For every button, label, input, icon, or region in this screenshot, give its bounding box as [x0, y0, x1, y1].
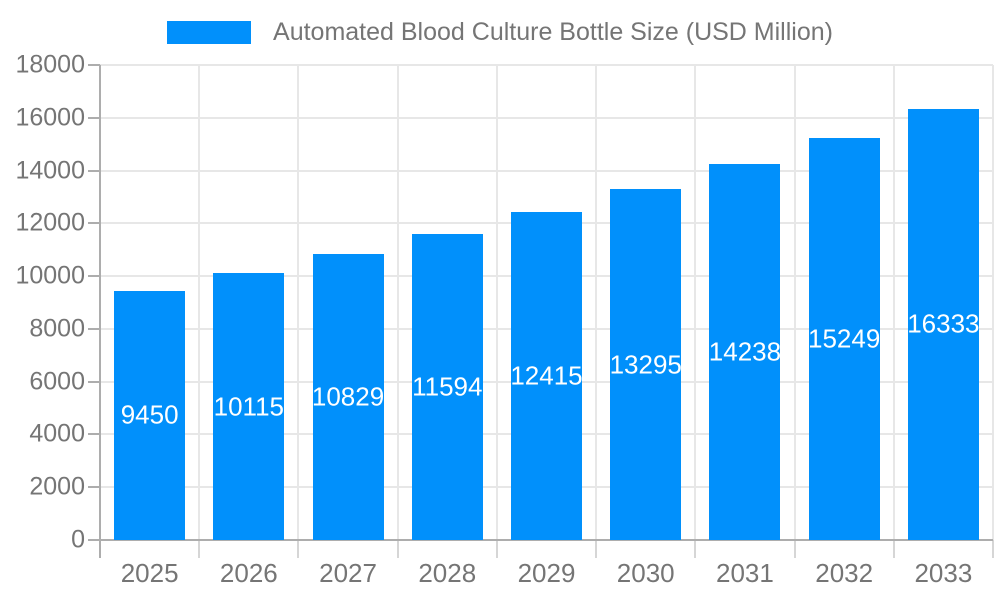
gridline-horizontal [100, 169, 993, 172]
y-axis-tick [88, 380, 100, 383]
gridline-vertical [595, 65, 598, 540]
gridline-horizontal [100, 116, 993, 119]
y-axis-label: 4000 [29, 419, 85, 448]
bar[interactable] [313, 254, 384, 540]
x-axis-label: 2033 [914, 558, 973, 588]
y-axis-label: 8000 [29, 314, 85, 343]
legend-swatch-icon [167, 21, 252, 44]
y-axis-label: 2000 [29, 472, 85, 501]
x-axis-label: 2028 [418, 558, 477, 588]
x-axis-label: 2027 [319, 558, 377, 588]
bar-value-label: 12415 [510, 360, 583, 391]
bar[interactable] [610, 189, 681, 540]
y-axis-label: 18000 [15, 50, 85, 79]
x-axis-tick [793, 540, 796, 558]
gridline-vertical [992, 65, 994, 540]
gridline-vertical [694, 65, 697, 540]
x-axis-tick [297, 540, 300, 558]
x-axis-label: 2026 [219, 558, 278, 588]
y-axis-tick [88, 64, 100, 66]
x-axis-tick [892, 540, 895, 558]
bar-value-label: 10115 [213, 391, 285, 422]
bar[interactable] [114, 290, 185, 540]
x-axis-label: 2031 [716, 558, 774, 588]
legend[interactable]: Automated Blood Culture Bottle Size (USD… [0, 18, 1000, 47]
y-axis-tick [88, 275, 100, 278]
x-axis-tick [198, 540, 201, 558]
y-axis-label: 14000 [15, 156, 85, 185]
x-axis-tick [694, 540, 697, 558]
bar[interactable] [709, 164, 780, 540]
x-axis-label: 2032 [815, 558, 874, 588]
bar-value-label: 15249 [808, 323, 881, 354]
bar-value-label: 11594 [412, 371, 483, 402]
x-axis-tick [595, 540, 598, 558]
gridline-vertical [297, 65, 300, 540]
bar[interactable] [412, 234, 483, 540]
bar[interactable] [511, 212, 582, 540]
gridline-vertical [892, 65, 895, 540]
bar-value-label: 16333 [907, 308, 980, 339]
y-axis-line [99, 65, 101, 558]
y-axis-tick [88, 222, 100, 225]
gridline-vertical [198, 65, 201, 540]
gridline-vertical [793, 65, 796, 540]
y-axis-tick [88, 169, 100, 172]
bar-value-label: 13295 [609, 349, 682, 380]
gridline-vertical [495, 65, 498, 540]
bar-value-label: 10829 [311, 381, 385, 412]
gridline-vertical [396, 65, 399, 540]
y-axis-label: 12000 [15, 208, 85, 237]
bar[interactable] [809, 137, 880, 540]
y-axis-label: 10000 [15, 261, 85, 290]
bar-value-label: 9450 [120, 399, 179, 430]
y-axis-tick [88, 116, 100, 119]
y-axis-label: 0 [71, 525, 85, 554]
x-axis-label: 2030 [616, 558, 675, 588]
gridline-horizontal [100, 64, 993, 66]
x-axis-line [88, 539, 993, 541]
x-axis-label: 2029 [517, 558, 576, 588]
legend-label: Automated Blood Culture Bottle Size (USD… [273, 18, 833, 46]
y-axis-tick [88, 433, 100, 436]
bar[interactable] [908, 108, 979, 540]
bar[interactable] [213, 273, 284, 540]
x-axis-tick [495, 540, 498, 558]
x-axis-tick [396, 540, 399, 558]
x-axis-label: 2025 [120, 558, 179, 588]
y-axis-label: 6000 [29, 367, 85, 396]
bar-value-label: 14238 [708, 336, 782, 367]
x-axis-tick [992, 540, 994, 558]
y-axis-tick [88, 327, 100, 330]
y-axis-label: 16000 [15, 103, 85, 132]
y-axis-tick [88, 486, 100, 489]
